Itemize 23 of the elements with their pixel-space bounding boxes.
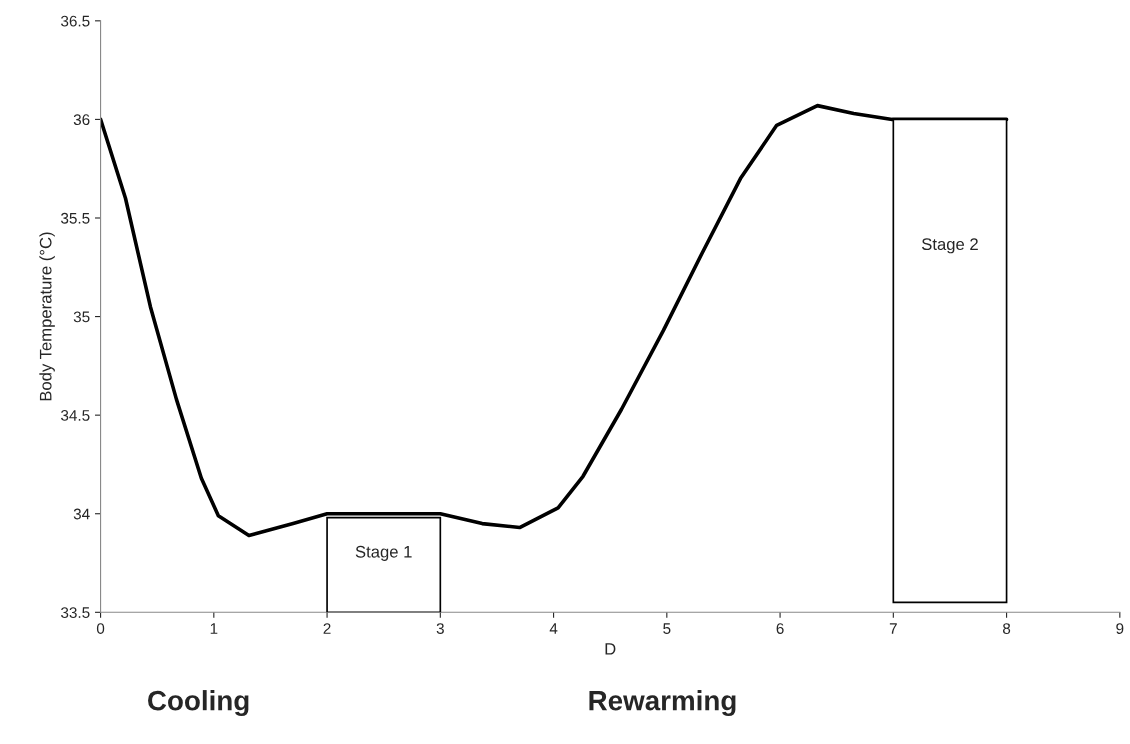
x-tick-label: 1	[210, 623, 218, 634]
annotation: Stage 2	[921, 238, 978, 254]
x-tick-label: 5	[663, 623, 671, 634]
x-tick-label: 2	[323, 623, 331, 634]
x-tick-label: 8	[1002, 623, 1011, 634]
annotation: Stage 1	[355, 545, 412, 561]
y-axis-title: Body Temperature (°C)	[39, 232, 55, 401]
x-tick-label: 3	[436, 623, 444, 634]
text: Rewarming	[589, 690, 736, 717]
y-tick-label: 34.5	[61, 410, 90, 421]
y-tick-label: 36	[73, 114, 90, 126]
x-tick-label: 0	[96, 623, 105, 634]
y-tick-label: 34	[73, 508, 90, 520]
y-tick-label: 35.5	[61, 212, 90, 224]
x-tick-label: 4	[549, 623, 558, 634]
x-tick-label: 6	[776, 623, 784, 634]
y-tick-label: 36.5	[61, 15, 90, 27]
y-tick-label: 33.5	[61, 607, 90, 618]
text: Cooling	[148, 690, 249, 717]
x-axis-title: D	[605, 643, 616, 655]
x-tick-label: 7	[889, 623, 897, 634]
x-tick-label: 9	[1116, 623, 1124, 634]
y-tick-label: 35	[73, 311, 90, 323]
